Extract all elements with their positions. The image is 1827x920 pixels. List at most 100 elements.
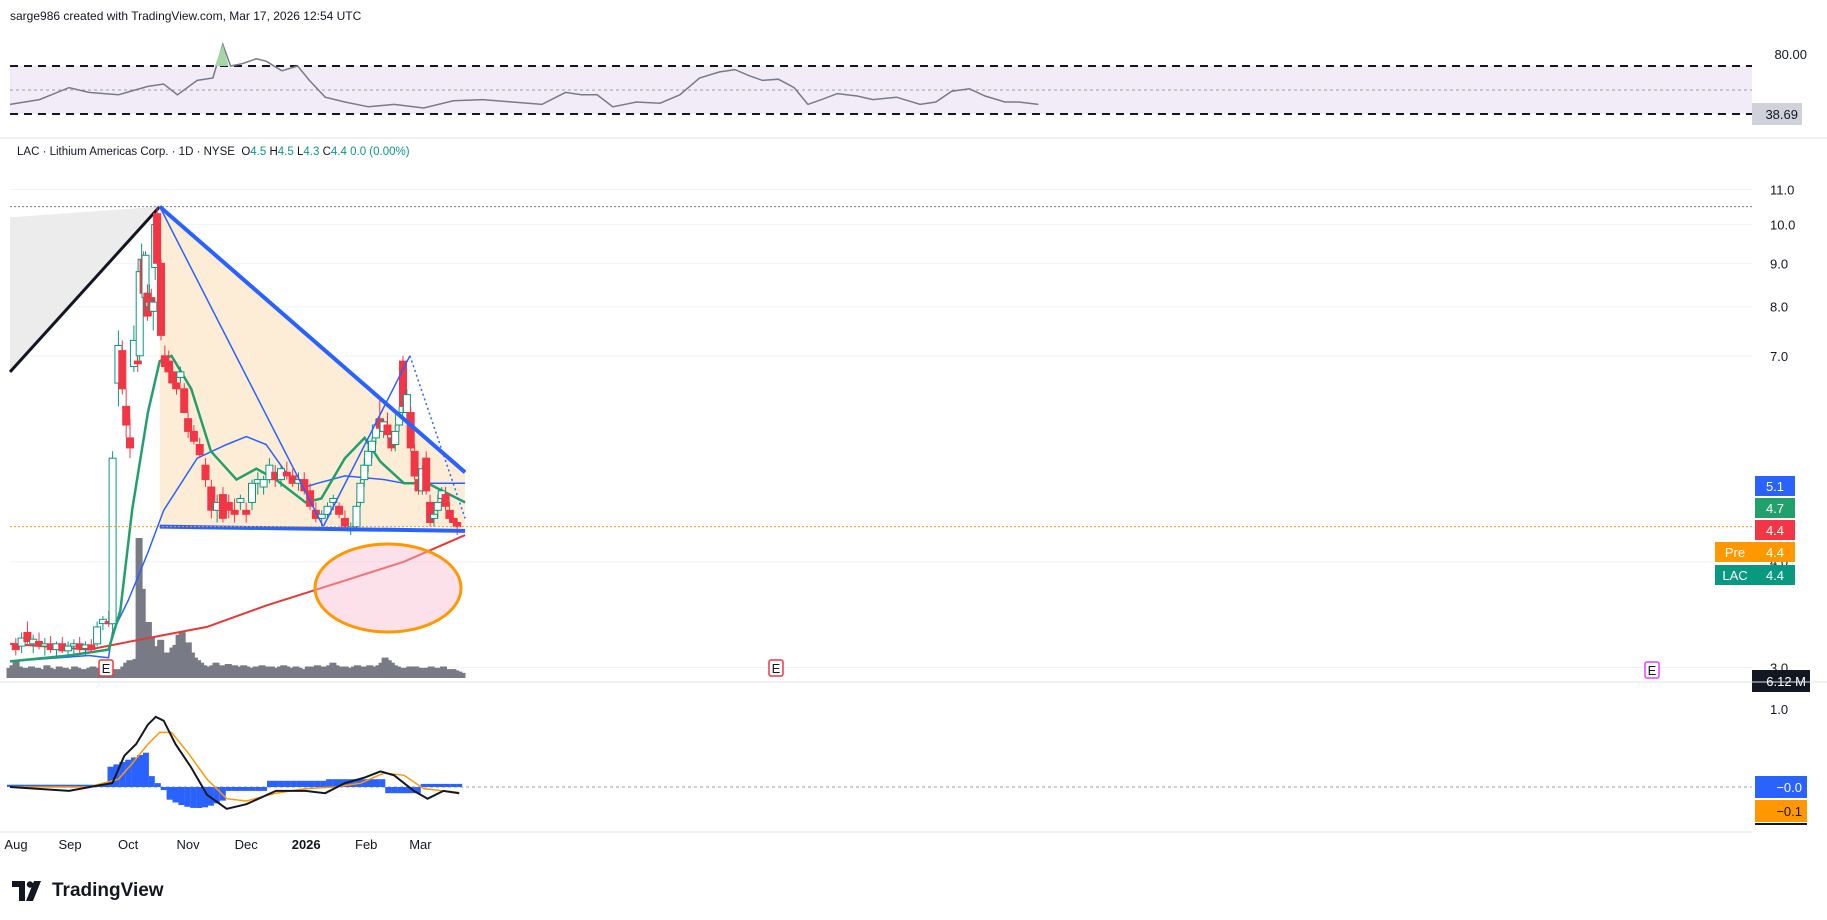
candle-body — [391, 430, 400, 445]
macd-histogram-bar — [231, 787, 238, 791]
candle-body — [87, 644, 96, 651]
price-badge-label-bg — [1715, 565, 1755, 585]
low-value: 4.3 — [303, 146, 320, 158]
earnings-marker-label: E — [772, 661, 781, 676]
price-badge — [1755, 565, 1795, 585]
macd-histogram-bar — [54, 784, 61, 787]
macd-histogram-bar — [432, 783, 439, 787]
candle-body — [306, 490, 315, 507]
macd-histogram-bar — [308, 780, 315, 787]
time-tick-Dec: Dec — [235, 837, 259, 852]
candle-body — [453, 522, 462, 528]
macd-histogram-bar — [379, 779, 386, 787]
candle-body — [352, 505, 361, 528]
candle-body — [230, 509, 239, 515]
macd-histogram-bar — [77, 784, 84, 787]
macd-line — [9, 715, 460, 810]
macd-histogram-bar — [349, 779, 356, 787]
candle-body — [122, 405, 131, 426]
macd-histogram-bar — [178, 787, 185, 805]
price-tick-11.0: 11.0 — [1770, 183, 1794, 198]
diagonal-trendline — [159, 206, 324, 527]
macd-histogram-bar — [302, 780, 309, 787]
macd-histogram-bar — [326, 779, 333, 787]
chart-credit: sarge986 created with TradingView.com, M… — [10, 9, 362, 23]
macd-histogram-bar — [261, 787, 268, 791]
macd-histogram-bar — [272, 780, 279, 787]
macd-histogram-bar — [225, 787, 232, 791]
rsi-tick-80: 80.00 — [1774, 47, 1807, 62]
candle-body — [126, 437, 134, 449]
macd-histogram-bar — [184, 787, 191, 807]
candle-body — [402, 394, 411, 414]
macd-histogram-bar — [24, 784, 31, 787]
candle-body — [23, 632, 32, 642]
candle-body — [422, 457, 431, 492]
macd-histogram-bar — [385, 787, 392, 794]
price-badge — [1755, 520, 1795, 540]
rally-trendline — [322, 355, 411, 527]
macd-histogram-bar — [154, 783, 161, 787]
macd-histogram-bar — [267, 780, 273, 787]
candle-body — [149, 301, 158, 312]
macd-histogram-bar — [60, 784, 67, 787]
candle-body — [201, 464, 210, 481]
earnings-marker-label: E — [1648, 663, 1657, 678]
price-tick-9.0: 9.0 — [1770, 256, 1788, 271]
symbol-name: LAC · Lithium Americas Corp. · 1D · NYSE — [17, 146, 235, 158]
macd-histogram-bar — [450, 783, 457, 787]
time-tick-Oct: Oct — [118, 837, 139, 852]
candle-body — [242, 509, 251, 515]
earnings-marker — [1644, 661, 1660, 679]
candle-body — [133, 360, 142, 365]
candle-body — [368, 440, 376, 452]
macd-histogram-bar — [426, 783, 433, 787]
macd-histogram-bar — [12, 784, 19, 787]
candle-body — [164, 360, 173, 373]
macd-histogram-bar — [196, 787, 203, 808]
price-badge-value: 4.4 — [1766, 568, 1784, 583]
price-badge — [1755, 476, 1795, 496]
wedge-resistance-line — [158, 205, 467, 474]
macd-histogram-bar — [243, 787, 250, 791]
high-value: 4.5 — [277, 146, 294, 158]
price-badge-label: LAC — [1722, 568, 1747, 583]
candle-body — [426, 501, 435, 523]
macd-histogram-bar — [284, 780, 291, 787]
candle-body — [364, 450, 373, 466]
macd-histogram-bar — [160, 787, 167, 791]
candle-body — [176, 371, 185, 378]
macd-badge — [1755, 776, 1807, 798]
candle-body — [406, 412, 415, 449]
candle-body — [430, 513, 438, 519]
tradingview-logo[interactable]: TradingView — [12, 880, 164, 902]
open-label: O — [241, 146, 251, 158]
candle-body — [11, 643, 20, 651]
macd-histogram-bar — [314, 780, 321, 787]
tradingview-logo-icon — [12, 881, 41, 901]
macd-histogram-bar — [391, 787, 398, 794]
price-badge-value: 4.4 — [1766, 545, 1784, 560]
macd-histogram-bar — [125, 759, 132, 787]
macd-histogram-bar — [36, 784, 43, 787]
sma-long-red — [9, 534, 466, 651]
volume-bar — [458, 672, 466, 678]
macd-histogram-bar — [48, 784, 55, 787]
time-tick-Feb: Feb — [355, 837, 377, 852]
macd-histogram-bar — [202, 787, 208, 808]
macd-histogram-bar — [213, 787, 220, 804]
change-value: 0.0 (0.00%) — [350, 146, 410, 158]
close-value: 4.4 — [330, 146, 347, 158]
candle-body — [180, 388, 189, 413]
macd-histogram-bar — [166, 787, 173, 800]
price-tick-8.0: 8.0 — [1770, 300, 1788, 315]
rsi-value-badge — [1752, 103, 1802, 125]
earnings-marker — [98, 659, 114, 677]
time-tick-Nov: Nov — [177, 837, 201, 852]
dotted-trendline — [409, 355, 466, 519]
macd-histogram-bar — [296, 780, 303, 787]
macd-histogram-bar — [83, 784, 90, 787]
price-badge-value: 4.4 — [1766, 523, 1784, 538]
macd-signal-badge-text: −0.1 — [1776, 804, 1802, 819]
